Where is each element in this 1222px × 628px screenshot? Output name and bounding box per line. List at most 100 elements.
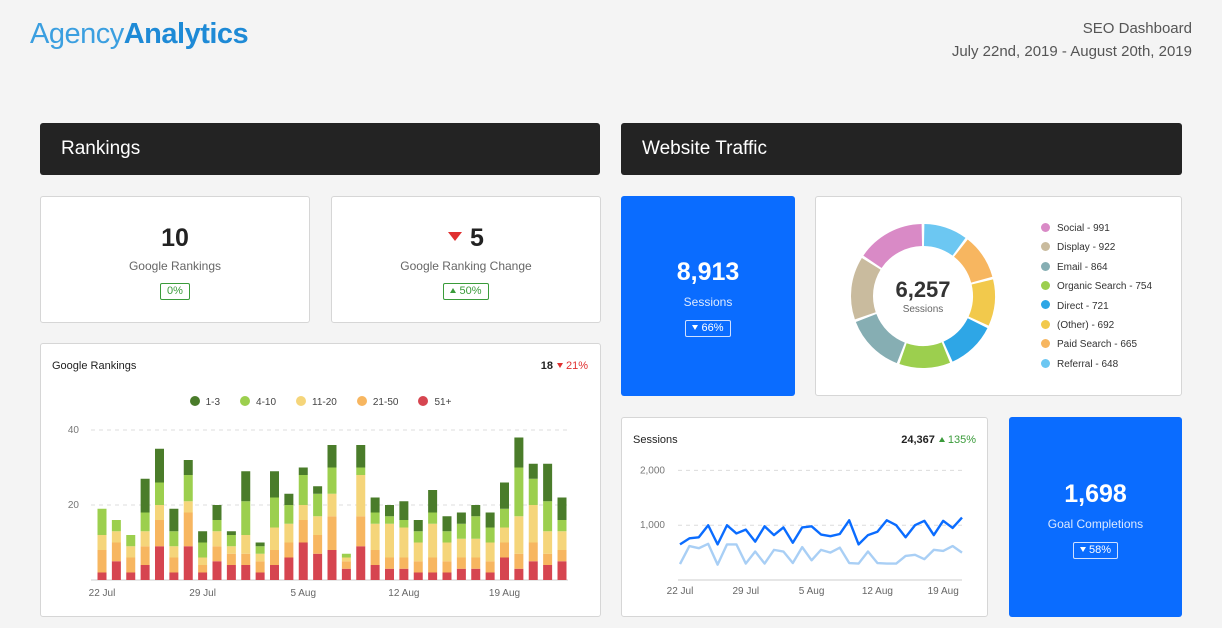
donut-legend-item[interactable]: Referral - 648 [1041,355,1152,374]
bar-segment[interactable] [356,475,366,517]
legend-item-21-50[interactable]: 21-50 [356,396,398,408]
bar-segment[interactable] [169,508,179,532]
legend-item-1-3[interactable]: 1-3 [189,396,220,408]
bar-segment[interactable] [313,486,323,494]
bar-segment[interactable] [456,512,466,524]
bar-segment[interactable] [140,546,150,565]
bar-segment[interactable] [356,516,366,547]
bar-segment[interactable] [241,553,251,565]
bar-segment[interactable] [370,512,380,524]
bar-segment[interactable] [313,553,323,580]
bar-segment[interactable] [198,565,208,573]
bar-segment[interactable] [543,531,553,554]
bar-segment[interactable] [399,568,409,580]
bar-segment[interactable] [313,535,323,554]
bar-segment[interactable] [471,516,481,539]
donut-legend-item[interactable]: Email - 864 [1041,258,1152,277]
bar-segment[interactable] [97,535,107,550]
bar-segment[interactable] [370,550,380,565]
bar-segment[interactable] [155,505,164,520]
bar-segment[interactable] [428,557,438,573]
bar-segment[interactable] [514,568,524,580]
bar-segment[interactable] [212,505,222,520]
bar-segment[interactable] [456,568,466,580]
bar-segment[interactable] [500,527,509,543]
bar-segment[interactable] [557,561,567,580]
bar-segment[interactable] [298,542,308,581]
bar-segment[interactable] [241,565,251,580]
bar-segment[interactable] [169,557,179,573]
bar-segment[interactable] [456,538,466,558]
bar-segment[interactable] [428,572,438,581]
bar-segment[interactable] [442,542,452,562]
bar-segment[interactable] [183,475,193,502]
bar-segment[interactable] [212,546,222,562]
bar-segment[interactable] [270,565,279,580]
bar-segment[interactable] [514,516,524,554]
bar-segment[interactable] [255,561,265,573]
donut-slice[interactable] [863,224,923,268]
bar-segment[interactable] [557,550,567,562]
bar-segment[interactable] [140,565,150,580]
bar-segment[interactable] [126,572,136,581]
bar-segment[interactable] [471,557,481,569]
bar-segment[interactable] [270,497,279,528]
bar-segment[interactable] [356,546,366,580]
bar-segment[interactable] [126,557,136,573]
bar-segment[interactable] [528,505,538,543]
bar-segment[interactable] [341,568,351,580]
bar-segment[interactable] [270,527,279,551]
donut-legend-item[interactable]: Display - 922 [1041,238,1152,257]
bar-segment[interactable] [428,523,438,558]
bar-segment[interactable] [485,561,495,573]
bar-segment[interactable] [485,542,495,562]
bar-segment[interactable] [241,535,251,554]
bar-segment[interactable] [212,520,222,532]
bar-segment[interactable] [327,550,337,580]
bar-segment[interactable] [111,531,121,543]
bar-segment[interactable] [111,542,121,562]
bar-segment[interactable] [255,553,265,562]
bar-segment[interactable] [241,471,251,502]
bar-segment[interactable] [442,531,452,543]
bar-segment[interactable] [155,546,164,580]
bar-segment[interactable] [413,561,423,573]
bar-segment[interactable] [298,520,308,543]
bar-segment[interactable] [413,542,423,562]
bar-segment[interactable] [413,520,423,532]
bar-segment[interactable] [226,553,236,565]
bar-segment[interactable] [514,467,524,517]
bar-segment[interactable] [413,531,423,543]
sessions-series-line[interactable] [679,516,963,546]
bar-segment[interactable] [140,531,150,547]
bar-segment[interactable] [471,568,481,580]
bar-segment[interactable] [500,557,509,581]
bar-segment[interactable] [327,467,337,494]
bar-segment[interactable] [284,523,294,543]
bar-segment[interactable] [543,553,553,565]
bar-segment[interactable] [198,572,208,581]
bar-segment[interactable] [399,520,409,528]
bar-segment[interactable] [97,508,107,535]
bar-segment[interactable] [198,557,208,566]
bar-segment[interactable] [226,565,236,580]
bar-segment[interactable] [528,463,538,479]
bar-segment[interactable] [126,546,136,558]
bar-segment[interactable] [341,561,351,569]
bar-segment[interactable] [327,516,337,550]
bar-segment[interactable] [183,460,193,475]
bar-segment[interactable] [126,535,136,547]
bar-segment[interactable] [485,512,495,528]
donut-legend-item[interactable]: Organic Search - 754 [1041,277,1152,296]
bar-segment[interactable] [356,467,366,476]
bar-segment[interactable] [385,557,394,569]
bar-segment[interactable] [341,557,351,562]
bar-segment[interactable] [183,512,193,547]
donut-slice[interactable] [954,239,993,283]
bar-segment[interactable] [341,553,351,558]
donut-legend-item[interactable]: Paid Search - 665 [1041,335,1152,354]
bar-segment[interactable] [313,493,323,517]
bar-segment[interactable] [212,561,222,580]
bar-segment[interactable] [111,520,121,532]
bar-segment[interactable] [485,527,495,543]
